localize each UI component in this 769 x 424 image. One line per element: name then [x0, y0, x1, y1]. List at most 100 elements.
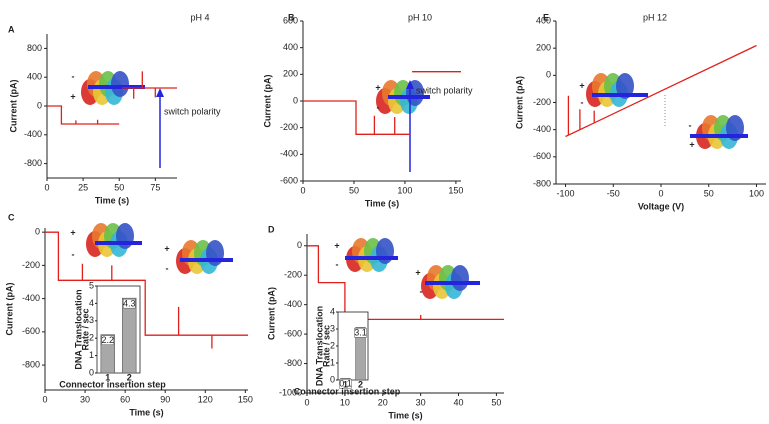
y-tick-label: -800 — [533, 178, 551, 188]
panel-label: B — [288, 12, 295, 22]
current-trace — [45, 231, 248, 349]
membrane — [88, 85, 145, 89]
y-tick-label: 2 — [330, 340, 335, 350]
x-axis-title: Time (s) — [129, 407, 163, 417]
charge-sign: - — [72, 71, 75, 81]
panel-label: C — [8, 212, 15, 222]
y-tick-label: 0 — [37, 100, 42, 110]
y-tick-label: 0 — [35, 227, 40, 237]
membrane — [388, 95, 430, 99]
y-axis-title: Current (pA) — [4, 283, 14, 336]
x-tick-label: 10 — [340, 397, 350, 407]
y-tick-label: 200 — [536, 43, 551, 53]
y-tick-label: 400 — [27, 72, 42, 82]
x-tick-label: 90 — [160, 394, 170, 404]
x-tick-label: 0 — [300, 185, 305, 195]
current-trace — [303, 71, 461, 135]
protein-icon — [116, 223, 134, 249]
y-tick-label: 2 — [89, 333, 94, 343]
x-axis-title: Time (s) — [365, 198, 399, 208]
value-label: 4.3 — [123, 299, 136, 309]
value-label: 2.2 — [101, 335, 114, 345]
x-tick-label: 150 — [238, 394, 253, 404]
y-tick-label: -1000 — [279, 387, 302, 397]
annotation: switch polarity — [416, 85, 473, 95]
panel-header: pH 4 — [190, 12, 209, 22]
y-tick-label: -200 — [280, 122, 298, 132]
y-tick-label: -600 — [280, 175, 298, 185]
y-tick-label: -800 — [22, 359, 40, 369]
x-axis-title: Time (s) — [95, 195, 129, 205]
y-tick-label: 0 — [297, 240, 302, 250]
y-tick-label: 400 — [283, 42, 298, 52]
x-tick-label: -100 — [557, 188, 575, 198]
y-tick-label: -400 — [280, 149, 298, 159]
membrane — [690, 134, 748, 138]
panel-label: D — [268, 224, 275, 234]
y-tick-label: 5 — [89, 280, 94, 290]
charge-sign: - — [336, 259, 339, 269]
x-tick-label: 0 — [658, 188, 663, 198]
x-tick-label: -50 — [607, 188, 620, 198]
y-tick-label: 0 — [330, 374, 335, 384]
y-tick-label: -200 — [284, 270, 302, 280]
membrane — [592, 93, 648, 97]
charge-sign: + — [415, 267, 420, 277]
y-tick-label: 600 — [283, 15, 298, 25]
x-tick-label: 50 — [491, 397, 501, 407]
y-tick-label: 4 — [330, 306, 335, 316]
y-tick-label: -200 — [22, 260, 40, 270]
y-tick-label: -600 — [22, 326, 40, 336]
x-tick-label: 0 — [44, 182, 49, 192]
x-tick-label: 40 — [454, 397, 464, 407]
x-tick-label: 2 — [358, 379, 363, 389]
x-tick-label: 1 — [105, 372, 110, 382]
charge-sign: - — [420, 286, 423, 296]
x-tick-label: 120 — [198, 394, 213, 404]
membrane — [345, 256, 398, 260]
charge-sign: + — [70, 91, 75, 101]
membrane — [180, 258, 233, 262]
y-tick-label: 1 — [89, 350, 94, 360]
y-axis-title: DNA Translocation — [314, 306, 324, 386]
y-axis-title: DNA Translocation — [73, 289, 83, 369]
x-tick-label: 2 — [127, 372, 132, 382]
protein-icon — [111, 71, 129, 97]
y-tick-label: -800 — [24, 158, 42, 168]
x-axis-title: Voltage (V) — [638, 201, 684, 211]
charge-sign: - — [166, 263, 169, 273]
charge-sign: + — [70, 227, 75, 237]
x-axis-title: Time (s) — [388, 410, 422, 420]
charge-sign: + — [375, 82, 380, 92]
arrow-head — [156, 88, 164, 97]
y-tick-label: -600 — [533, 151, 551, 161]
y-tick-label: 4 — [89, 298, 94, 308]
y-tick-label: 800 — [27, 43, 42, 53]
charge-sign: - — [72, 249, 75, 259]
y-tick-label: 3 — [89, 315, 94, 325]
y-tick-label: -400 — [533, 124, 551, 134]
y-axis-title: Current (pA) — [262, 75, 272, 128]
value-label-box — [354, 328, 367, 338]
x-tick-label: 30 — [80, 394, 90, 404]
value-label-box — [339, 379, 352, 389]
y-tick-label: 0 — [546, 70, 551, 80]
y-tick-label: -400 — [22, 293, 40, 303]
protein-icon — [616, 73, 634, 99]
x-tick-label: 100 — [749, 188, 764, 198]
y-tick-label: -800 — [284, 358, 302, 368]
x-tick-label: 20 — [378, 397, 388, 407]
y-axis-title: Rate / sec — [80, 308, 90, 350]
y-tick-label: 400 — [536, 15, 551, 25]
x-tick-label: 30 — [416, 397, 426, 407]
y-axis-title: Rate / sec — [321, 325, 331, 367]
y-axis-title: Current (pA) — [514, 76, 524, 129]
membrane — [425, 281, 480, 285]
value-label-box — [123, 298, 136, 309]
y-tick-label: -600 — [284, 328, 302, 338]
x-axis-title: Connector insertion step — [294, 386, 401, 396]
x-tick-label: 1 — [343, 379, 348, 389]
y-tick-label: 3 — [330, 323, 335, 333]
y-tick-label: 0 — [293, 95, 298, 105]
membrane — [95, 241, 142, 245]
